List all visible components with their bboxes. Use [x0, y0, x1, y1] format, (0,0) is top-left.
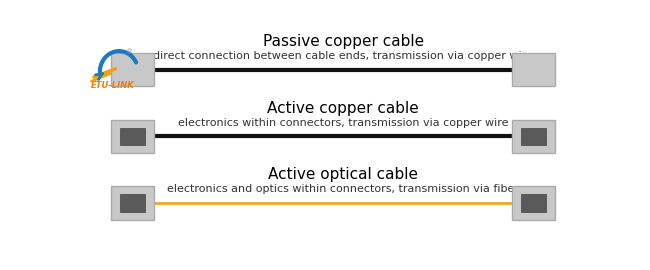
Bar	[512, 120, 554, 153]
Bar	[112, 120, 154, 153]
Text: Active optical cable: Active optical cable	[268, 167, 418, 182]
Bar	[112, 53, 154, 86]
Text: direct connection between cable ends, transmission via copper wire: direct connection between cable ends, tr…	[153, 51, 533, 61]
Bar	[521, 127, 546, 145]
Text: electronics within connectors, transmission via copper wire: electronics within connectors, transmiss…	[178, 118, 508, 128]
Bar	[120, 194, 146, 212]
Bar	[512, 186, 554, 220]
Bar	[112, 186, 154, 220]
Bar	[120, 127, 146, 145]
Text: ETU-LINK: ETU-LINK	[90, 81, 135, 90]
Text: ®: ®	[125, 49, 133, 55]
Text: electronics and optics within connectors, transmission via fiber: electronics and optics within connectors…	[167, 184, 519, 194]
Bar	[521, 194, 546, 212]
Bar	[512, 53, 554, 86]
Text: Passive copper cable: Passive copper cable	[263, 34, 424, 49]
Text: Active copper cable: Active copper cable	[267, 101, 419, 116]
